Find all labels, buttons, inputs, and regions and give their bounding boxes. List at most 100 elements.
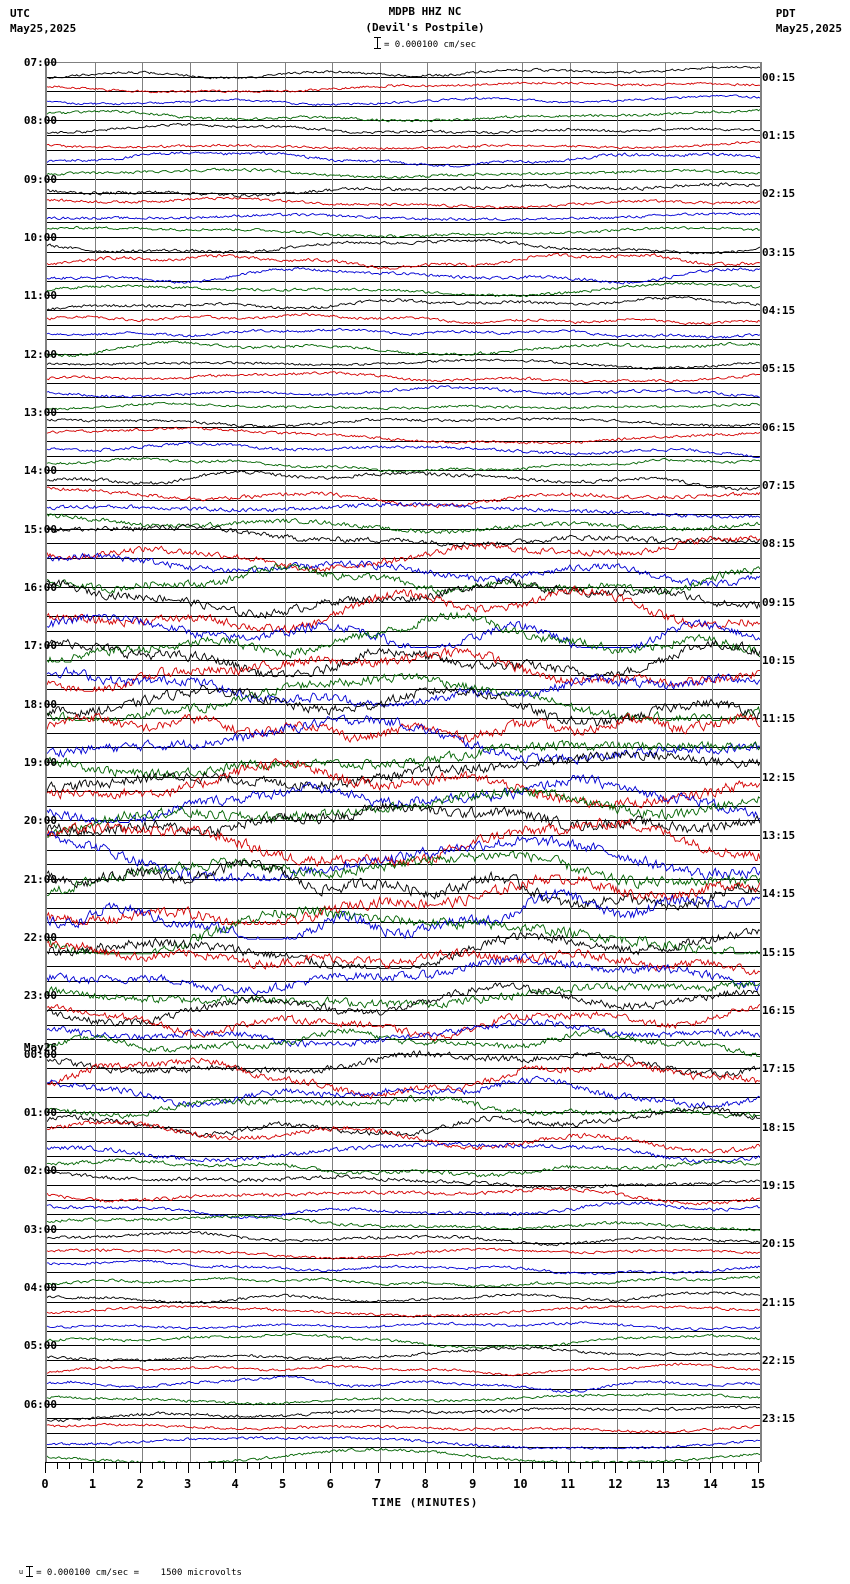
vertical-gridline bbox=[142, 62, 144, 1462]
seismic-trace bbox=[47, 1375, 760, 1394]
seismic-trace bbox=[47, 167, 760, 179]
x-tick-minor bbox=[163, 1462, 165, 1469]
trace-baseline bbox=[47, 791, 760, 792]
seismic-trace bbox=[47, 281, 760, 298]
seismic-trace bbox=[47, 1106, 760, 1138]
x-tick-minor bbox=[532, 1462, 534, 1469]
trace-baseline bbox=[47, 1185, 760, 1186]
seismic-trace bbox=[47, 979, 760, 1009]
left-time-label: 10:00 bbox=[23, 231, 57, 244]
x-tick-minor bbox=[116, 1462, 118, 1469]
trace-baseline bbox=[47, 1112, 760, 1113]
right-time-label: 17:15 bbox=[762, 1062, 796, 1076]
left-time-label: 12:00 bbox=[23, 347, 57, 361]
seismic-trace bbox=[47, 613, 760, 649]
scale-bar-icon bbox=[373, 37, 381, 49]
seismic-trace bbox=[47, 109, 760, 123]
hour-gridline bbox=[47, 62, 760, 63]
x-tick-label: 5 bbox=[279, 1477, 287, 1491]
trace-baseline bbox=[47, 310, 760, 311]
x-tick-minor bbox=[698, 1462, 700, 1469]
trace-baseline bbox=[47, 412, 760, 413]
x-tick-minor bbox=[508, 1462, 510, 1469]
vertical-gridline bbox=[94, 62, 96, 1462]
trace-baseline bbox=[47, 135, 760, 136]
seismic-trace bbox=[47, 585, 760, 634]
header-left-timezone-block: UTC May25,2025 bbox=[10, 6, 76, 36]
seismic-trace bbox=[47, 927, 760, 970]
left-time-label: 01:00 bbox=[23, 1106, 57, 1119]
trace-baseline bbox=[47, 908, 760, 909]
x-tick-minor bbox=[639, 1462, 641, 1469]
x-tick-minor bbox=[211, 1462, 213, 1469]
vertical-gridline bbox=[189, 62, 191, 1462]
x-tick-major bbox=[662, 1462, 664, 1473]
x-tick-major bbox=[425, 1462, 427, 1473]
x-tick-major bbox=[140, 1462, 142, 1473]
header: UTC May25,2025 MDPB HHZ NC (Devil's Post… bbox=[0, 0, 850, 58]
x-tick-minor bbox=[270, 1462, 272, 1469]
trace-baseline bbox=[47, 835, 760, 836]
vertical-gridline bbox=[284, 62, 286, 1462]
trace-baseline bbox=[47, 1258, 760, 1259]
right-time-label: 11:15 bbox=[762, 712, 796, 726]
seismic-trace bbox=[47, 817, 760, 868]
x-tick-minor bbox=[128, 1462, 130, 1469]
trace-baseline bbox=[47, 1389, 760, 1390]
trace-baseline bbox=[47, 1447, 760, 1448]
seismic-trace bbox=[47, 1247, 760, 1260]
seismic-trace bbox=[47, 1003, 760, 1042]
left-time-label: 08:00 bbox=[23, 114, 57, 128]
station-code-label: MDPB HHZ NC bbox=[388, 5, 462, 18]
trace-baseline bbox=[47, 850, 760, 851]
x-tick-label: 2 bbox=[136, 1477, 144, 1491]
trace-baseline bbox=[47, 981, 760, 982]
seismic-trace bbox=[47, 94, 760, 107]
footer-scale-note: u = 0.000100 cm/sec = 1500 microvolts bbox=[8, 1556, 242, 1578]
left-time-label: 19:00 bbox=[23, 756, 57, 769]
seismic-trace bbox=[47, 196, 760, 210]
trace-baseline bbox=[47, 1039, 760, 1040]
x-tick-minor bbox=[674, 1462, 676, 1469]
trace-baseline bbox=[47, 587, 760, 588]
trace-baseline bbox=[47, 354, 760, 355]
trace-baseline bbox=[47, 427, 760, 428]
x-tick-minor bbox=[56, 1462, 58, 1469]
trace-baseline bbox=[47, 1083, 760, 1084]
x-tick-minor bbox=[686, 1462, 688, 1469]
trace-baseline bbox=[47, 383, 760, 384]
station-name-label: (Devil's Postpile) bbox=[365, 21, 485, 34]
trace-baseline bbox=[47, 456, 760, 457]
trace-baseline bbox=[47, 179, 760, 180]
left-time-label: 07:00 bbox=[23, 56, 57, 69]
left-time-label: 23:00 bbox=[23, 989, 57, 1003]
seismic-trace bbox=[47, 417, 760, 428]
x-tick-major bbox=[377, 1462, 379, 1473]
x-tick-minor bbox=[746, 1462, 748, 1469]
x-tick-minor bbox=[151, 1462, 153, 1469]
seismic-trace bbox=[47, 1230, 760, 1247]
seismic-trace bbox=[47, 802, 760, 837]
seismic-trace bbox=[47, 1362, 760, 1377]
trace-baseline bbox=[47, 747, 760, 748]
x-tick-major bbox=[758, 1462, 759, 1473]
trace-baseline bbox=[47, 1272, 760, 1273]
seismic-trace bbox=[47, 1346, 760, 1363]
seismic-trace bbox=[47, 266, 760, 285]
trace-baseline bbox=[47, 1331, 760, 1332]
trace-baseline bbox=[47, 675, 760, 676]
x-tick-minor bbox=[80, 1462, 82, 1469]
left-time-label: 15:00 bbox=[23, 522, 57, 536]
seismic-traces bbox=[47, 65, 760, 1462]
trace-baseline bbox=[47, 397, 760, 398]
left-time-label: 13:00 bbox=[23, 406, 57, 419]
vertical-gridline bbox=[664, 62, 666, 1462]
right-time-label: 05:15 bbox=[762, 362, 796, 376]
seismic-trace bbox=[47, 750, 760, 793]
trace-baseline bbox=[47, 1360, 760, 1361]
x-tick-minor bbox=[175, 1462, 177, 1469]
x-tick-minor bbox=[258, 1462, 260, 1469]
trace-baseline bbox=[47, 922, 760, 923]
seismic-trace bbox=[47, 1436, 760, 1450]
x-tick-major bbox=[472, 1462, 474, 1473]
